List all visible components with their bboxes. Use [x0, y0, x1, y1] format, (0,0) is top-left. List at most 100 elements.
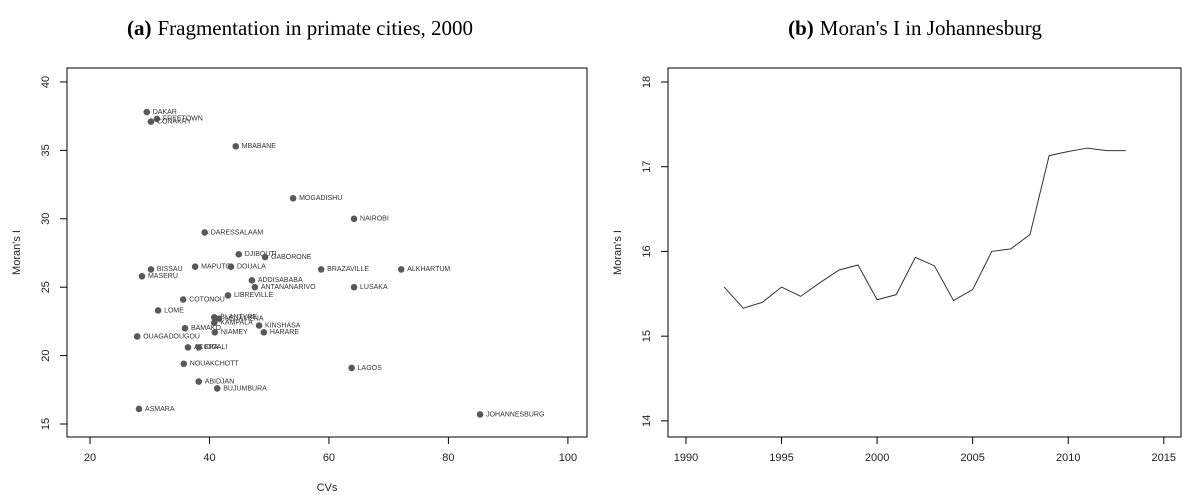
- y-tick-label: 17: [641, 161, 653, 173]
- point: [227, 263, 235, 270]
- point-label: LUSAKA: [360, 284, 388, 291]
- point: [181, 324, 189, 332]
- y-tick-label: 20: [40, 349, 52, 361]
- point-label: NDJAMENA: [225, 315, 264, 322]
- y-tick-label: 25: [40, 281, 52, 293]
- point: [191, 263, 199, 270]
- point-label: BUJUMBURA: [223, 385, 267, 392]
- x-tick-label: 40: [203, 452, 215, 464]
- plot-box: [667, 67, 1182, 438]
- panel-label: (b): [788, 16, 814, 40]
- point-label: LAGOS: [358, 365, 382, 372]
- plot-box: [66, 67, 588, 438]
- point-label: DARESSALAAM: [211, 229, 264, 236]
- point-label: BLANTYRE: [220, 314, 257, 321]
- point-label: ANTANANARIVO: [261, 284, 316, 291]
- point: [153, 115, 161, 123]
- point-label: COTONOU: [189, 296, 225, 303]
- point: [348, 364, 355, 372]
- point-label: NOUAKCHOTT: [190, 361, 240, 368]
- y-tick-label: 16: [641, 245, 653, 257]
- point: [147, 266, 155, 273]
- point: [255, 322, 263, 329]
- point-label: MASERU: [148, 273, 178, 280]
- point-label: LOME: [164, 307, 184, 314]
- y-axis-label: Moran's I: [11, 230, 23, 275]
- point: [261, 253, 269, 261]
- x-tick-label: 20: [84, 452, 96, 464]
- point: [154, 307, 162, 314]
- point: [180, 360, 188, 368]
- point-label: DJIBOUTI: [245, 251, 277, 258]
- x-tick-label: 2015: [1152, 452, 1176, 464]
- x-tick-label: 60: [323, 452, 335, 464]
- point: [224, 292, 232, 299]
- panel-b-title: (b) Moran's I in Johannesburg: [788, 16, 1042, 40]
- point: [215, 315, 223, 322]
- panel-a-title: (a) Fragmentation in primate cities, 2000: [127, 16, 473, 40]
- point-label: NAIROBI: [360, 216, 389, 223]
- point-label: NIAMEY: [221, 329, 248, 336]
- point-label: BRAZAVILLE: [327, 266, 369, 273]
- point: [195, 378, 203, 385]
- y-tick-label: 35: [40, 144, 52, 156]
- y-axis-label: Moran's I: [612, 230, 624, 275]
- point: [147, 118, 155, 125]
- y-tick-label: 15: [40, 418, 52, 430]
- point-label: JOHANNESBURG: [486, 411, 544, 418]
- point-label: KIGALI: [205, 344, 228, 351]
- title-text: Fragmentation in primate cities, 2000: [157, 16, 473, 40]
- point-label: BAMAKO: [191, 325, 222, 332]
- point-label: DAKAR: [153, 109, 177, 116]
- point: [235, 251, 243, 258]
- x-tick-label: 100: [559, 452, 577, 464]
- y-tick-label: 15: [641, 330, 653, 342]
- point: [211, 329, 219, 336]
- title-text: Moran's I in Johannesburg: [820, 16, 1043, 40]
- point-label: CONAKRY: [157, 118, 192, 125]
- x-tick-label: 2000: [865, 452, 889, 464]
- point: [184, 344, 192, 351]
- point-label: OUAGADOUGOU: [143, 333, 200, 340]
- point: [210, 319, 218, 327]
- y-tick-label: 18: [641, 76, 653, 88]
- y-tick-label: 14: [641, 415, 653, 427]
- y-tick-label: 30: [40, 213, 52, 225]
- point-label: BISSAU: [157, 266, 183, 273]
- point-label: MBABANE: [242, 143, 277, 150]
- point-label: HARARE: [270, 329, 300, 336]
- point-label: MAPUTO: [201, 264, 231, 271]
- point-label: ABIDJAN: [205, 378, 235, 385]
- point: [133, 333, 141, 340]
- y-tick-label: 40: [40, 76, 52, 88]
- x-tick-label: 80: [442, 452, 454, 464]
- point-label: MOGADISHU: [299, 195, 342, 202]
- x-tick-label: 2010: [1056, 452, 1080, 464]
- x-tick-label: 1995: [769, 452, 793, 464]
- point: [350, 283, 358, 291]
- point: [195, 344, 203, 351]
- point: [201, 229, 208, 236]
- point-label: DOUALA: [237, 264, 266, 271]
- point: [260, 329, 268, 336]
- point-label: ALKHARTUM: [407, 266, 450, 273]
- point-label: FREETOWN: [163, 116, 203, 123]
- x-tick-label: 1990: [674, 452, 698, 464]
- point: [135, 405, 143, 413]
- x-tick-label: 2005: [960, 452, 984, 464]
- panel-label: (a): [127, 16, 152, 40]
- point: [143, 108, 151, 116]
- point: [232, 142, 240, 150]
- point: [251, 283, 259, 291]
- point: [213, 385, 221, 392]
- point-label: GABORONE: [271, 254, 312, 261]
- point-label: LIBREVILLE: [234, 292, 274, 299]
- point: [476, 411, 484, 418]
- point-label: ACCRA: [194, 344, 219, 351]
- point: [317, 266, 325, 273]
- point: [248, 277, 256, 284]
- point-label: KAMPALA: [220, 320, 253, 327]
- point: [179, 296, 187, 303]
- point-label: ADDISABABA: [258, 277, 303, 284]
